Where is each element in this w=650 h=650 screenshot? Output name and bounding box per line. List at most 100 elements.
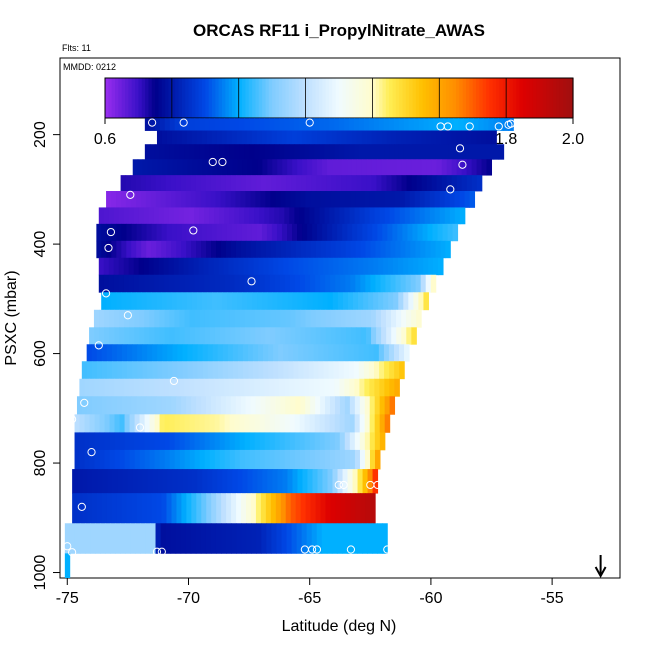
heatmap-cell	[394, 361, 400, 380]
heatmap-cell	[250, 493, 257, 524]
heatmap-cell	[320, 396, 326, 415]
colorbar-segment	[275, 78, 280, 118]
chart-title: ORCAS RF11 i_PropylNitrate_AWAS	[193, 21, 485, 40]
heatmap-cell	[237, 469, 243, 494]
heatmap-cell	[219, 449, 226, 470]
heatmap-cell	[145, 175, 152, 192]
heatmap-cell	[154, 309, 160, 328]
heatmap-cell	[116, 191, 122, 208]
heatmap-cell	[234, 449, 241, 470]
heatmap-cell	[192, 344, 198, 362]
heatmap-cell	[199, 414, 206, 433]
heatmap-cell	[464, 191, 471, 208]
heatmap-cell	[471, 130, 477, 145]
heatmap-cell	[216, 130, 223, 145]
heatmap-cell	[255, 396, 262, 415]
heatmap-cell	[370, 493, 376, 524]
colorbar-segment	[512, 78, 517, 118]
heatmap-cell	[322, 223, 328, 242]
heatmap-cell	[246, 523, 252, 554]
heatmap-cell	[117, 361, 123, 380]
heatmap-cell	[226, 130, 233, 145]
heatmap-cell	[437, 223, 444, 242]
heatmap-cell	[137, 344, 143, 362]
heatmap-cell	[374, 396, 381, 415]
heatmap-cell	[144, 378, 150, 397]
colorbar-segment	[175, 78, 180, 118]
heatmap-cell	[398, 257, 404, 276]
heatmap-cell	[386, 130, 393, 145]
heatmap-cell	[280, 327, 286, 345]
heatmap-cell	[267, 292, 273, 311]
heatmap-cell	[344, 118, 350, 131]
heatmap-cell	[284, 378, 290, 397]
heatmap-cell	[281, 130, 288, 145]
heatmap-cell	[135, 523, 141, 554]
colorbar-segment	[445, 78, 450, 118]
heatmap-cell	[290, 327, 297, 345]
heatmap-cell	[336, 130, 343, 145]
heatmap-cell	[242, 292, 248, 311]
heatmap-cell	[270, 240, 277, 259]
heatmap-cell	[314, 144, 320, 160]
heatmap-cell	[426, 175, 433, 192]
heatmap-cell	[311, 175, 317, 192]
heatmap-cell	[443, 144, 450, 160]
heatmap-cell	[194, 378, 200, 397]
heatmap-cell	[219, 432, 226, 451]
heatmap-cell	[213, 257, 220, 276]
heatmap-cell	[360, 191, 366, 208]
heatmap-cell	[139, 309, 145, 328]
heatmap-cell	[131, 223, 137, 242]
heatmap-cell	[427, 223, 433, 242]
heatmap-cell	[275, 493, 282, 524]
heatmap-cell	[169, 118, 176, 131]
heatmap-cell	[212, 159, 218, 176]
sample-marker	[339, 480, 348, 490]
heatmap-cell	[81, 396, 88, 415]
heatmap-cell	[488, 144, 495, 160]
colorbar-segment	[111, 78, 116, 118]
heatmap-cell	[349, 396, 356, 415]
heatmap-cell	[358, 344, 365, 362]
heatmap-cell	[308, 257, 314, 276]
heatmap-cell	[152, 344, 158, 362]
heatmap-cell	[76, 396, 83, 415]
heatmap-cell	[361, 130, 368, 145]
heatmap-cell	[171, 493, 177, 524]
colorbar-segment	[516, 78, 521, 118]
heatmap-cell	[244, 449, 251, 470]
heatmap-cell	[159, 414, 166, 433]
heatmap-cell	[404, 207, 411, 225]
heatmap-cell	[121, 344, 128, 362]
heatmap-cell	[141, 223, 148, 242]
heatmap-cell	[264, 378, 270, 397]
heatmap-cell	[374, 414, 381, 433]
heatmap-cell	[319, 118, 325, 131]
heatmap-cell	[416, 159, 423, 176]
heatmap-cell	[284, 449, 291, 470]
heatmap-cell	[295, 327, 302, 345]
heatmap-cell	[309, 144, 315, 160]
heatmap-cell	[431, 159, 438, 176]
heatmap-cell	[225, 396, 232, 415]
heatmap-cell	[170, 175, 177, 192]
sample-marker	[94, 341, 103, 350]
heatmap-cell	[197, 361, 204, 380]
heatmap-cell	[224, 144, 231, 160]
heatmap-cell	[227, 361, 234, 380]
heatmap-cell	[199, 309, 206, 328]
colorbar-segment	[218, 78, 223, 118]
heatmap-cell	[346, 130, 353, 145]
heatmap-cell	[206, 292, 213, 311]
heatmap-cell	[113, 207, 120, 225]
heatmap-cell	[354, 414, 361, 433]
heatmap-cell	[246, 223, 253, 242]
heatmap-cell	[241, 493, 247, 524]
heatmap-cell	[221, 493, 227, 524]
heatmap-cell	[347, 292, 354, 311]
colorbar-segment	[536, 78, 541, 118]
heatmap-cell	[184, 378, 190, 397]
heatmap-cell	[84, 449, 91, 470]
colorbar-segment	[145, 78, 150, 118]
